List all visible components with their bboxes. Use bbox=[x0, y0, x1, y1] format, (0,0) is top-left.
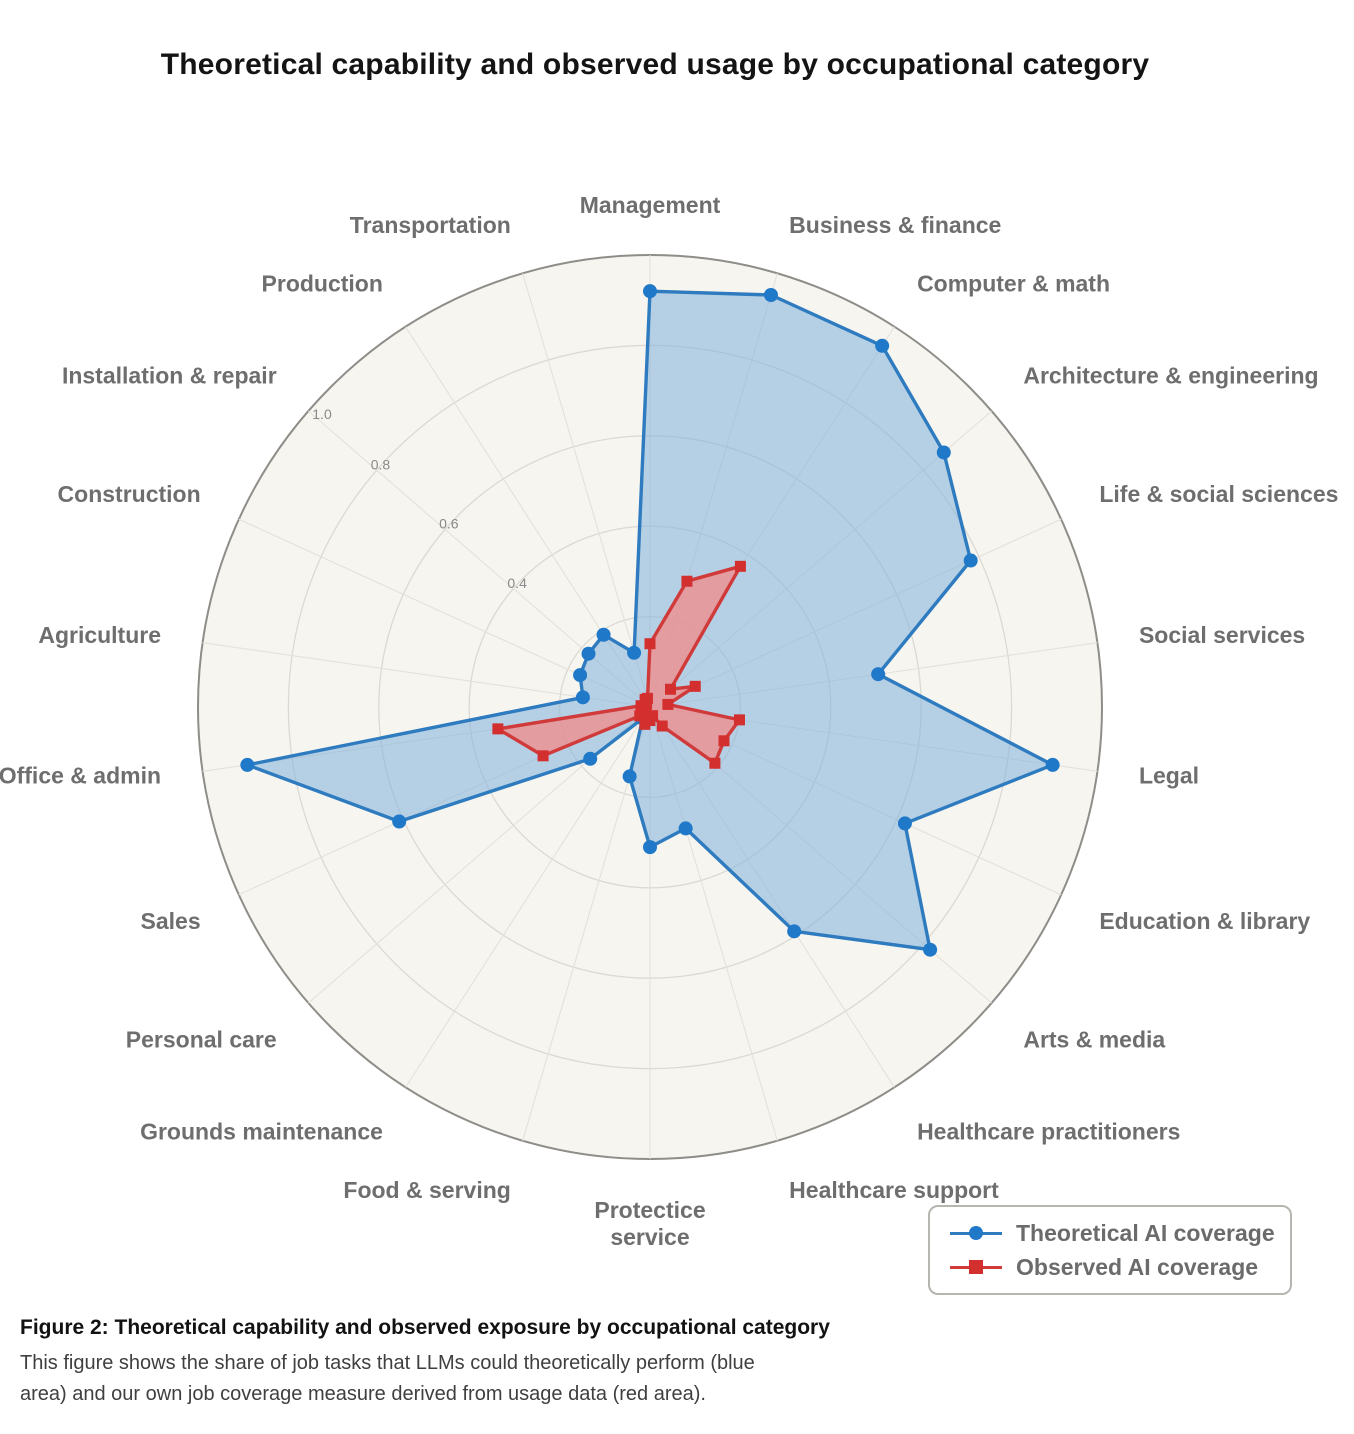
legend-item-theoretical: Theoretical AI coverage bbox=[950, 1220, 1290, 1247]
axis-label-social-services: Social services bbox=[1139, 622, 1305, 648]
data-point-theoretical-ai-coverage-architecture-engineering bbox=[936, 445, 951, 460]
observed-series-swatch-icon bbox=[950, 1259, 1002, 1275]
caption-bold-line: Figure 2: Theoretical capability and obs… bbox=[20, 1316, 830, 1339]
data-point-observed-ai-coverage-architecture-engineering bbox=[664, 683, 676, 695]
legend-item-observed: Observed AI coverage bbox=[950, 1254, 1290, 1281]
data-point-theoretical-ai-coverage-sales bbox=[392, 814, 407, 829]
data-point-theoretical-ai-coverage-business-finance bbox=[763, 287, 778, 302]
axis-label-architecture-engineering: Architecture & engineering bbox=[1023, 362, 1318, 388]
data-point-observed-ai-coverage-legal bbox=[733, 714, 745, 726]
chart-title: Theoretical capability and observed usag… bbox=[160, 48, 1150, 81]
axis-label-arts-media: Arts & media bbox=[1023, 1026, 1165, 1052]
radial-tick-label-0.8: 0.8 bbox=[371, 456, 391, 472]
axis-label-education-library: Education & library bbox=[1099, 908, 1310, 934]
data-point-theoretical-ai-coverage-production bbox=[596, 627, 611, 642]
axis-label-construction: Construction bbox=[58, 481, 201, 507]
theoretical-series-swatch-icon bbox=[950, 1225, 1002, 1241]
data-point-observed-ai-coverage-personal-care bbox=[634, 710, 646, 722]
axis-label-transportation: Transportation bbox=[350, 212, 511, 238]
data-point-theoretical-ai-coverage-arts-media bbox=[923, 942, 938, 957]
data-point-observed-ai-coverage-sales bbox=[537, 750, 549, 762]
grid-spoke bbox=[405, 706, 651, 1088]
figure-caption: Figure 2: Theoretical capability and obs… bbox=[20, 1316, 920, 1410]
axis-label-protectice-service: Protectice service bbox=[594, 1197, 705, 1250]
data-point-observed-ai-coverage-social-services bbox=[662, 698, 674, 710]
radial-tick-label-0.6: 0.6 bbox=[439, 516, 459, 532]
data-point-theoretical-ai-coverage-legal bbox=[1045, 757, 1060, 772]
data-point-theoretical-ai-coverage-food-serving bbox=[622, 769, 637, 784]
data-point-theoretical-ai-coverage-social-services bbox=[871, 667, 886, 682]
data-point-theoretical-ai-coverage-transportation bbox=[627, 645, 642, 660]
data-point-theoretical-ai-coverage-office-admin bbox=[240, 757, 255, 772]
axis-label-management: Management bbox=[580, 192, 721, 218]
data-point-observed-ai-coverage-healthcare-practitioners bbox=[656, 720, 668, 732]
data-point-theoretical-ai-coverage-agriculture bbox=[575, 690, 590, 705]
radial-tick-label-1.0: 1.0 bbox=[312, 406, 332, 422]
axis-label-life-social-sciences: Life & social sciences bbox=[1099, 481, 1338, 507]
axis-label-computer-math: Computer & math bbox=[917, 270, 1110, 296]
data-point-theoretical-ai-coverage-life-social-sciences bbox=[963, 553, 978, 568]
data-point-theoretical-ai-coverage-construction bbox=[573, 668, 588, 683]
radial-tick-label-0.4: 0.4 bbox=[507, 575, 527, 591]
data-point-observed-ai-coverage-business-finance bbox=[681, 575, 693, 587]
grid-spoke bbox=[522, 273, 651, 708]
caption-line-1: This figure shows the share of job tasks… bbox=[20, 1352, 755, 1374]
axis-label-installation-repair: Installation & repair bbox=[62, 362, 277, 388]
data-point-observed-ai-coverage-management bbox=[644, 638, 656, 650]
axis-label-personal-care: Personal care bbox=[126, 1026, 277, 1052]
legend-label-observed: Observed AI coverage bbox=[1016, 1253, 1259, 1280]
axis-label-agriculture: Agriculture bbox=[38, 622, 161, 648]
data-point-observed-ai-coverage-computer-math bbox=[734, 560, 746, 572]
grid-spoke bbox=[202, 642, 651, 708]
data-point-observed-ai-coverage-transportation bbox=[641, 692, 653, 704]
data-point-theoretical-ai-coverage-healthcare-support bbox=[678, 821, 693, 836]
data-point-observed-ai-coverage-life-social-sciences bbox=[689, 680, 701, 692]
axis-label-food-serving: Food & serving bbox=[343, 1177, 510, 1203]
data-point-observed-ai-coverage-arts-media bbox=[709, 757, 721, 769]
data-point-theoretical-ai-coverage-healthcare-practitioners bbox=[787, 924, 802, 939]
axis-label-office-admin: Office & admin bbox=[0, 762, 161, 788]
axis-label-production: Production bbox=[262, 270, 383, 296]
data-point-theoretical-ai-coverage-management bbox=[643, 284, 657, 299]
axis-label-sales: Sales bbox=[141, 908, 201, 934]
axis-label-healthcare-practitioners: Healthcare practitioners bbox=[917, 1118, 1180, 1144]
data-point-observed-ai-coverage-food-serving bbox=[639, 718, 651, 730]
legend-label-theoretical: Theoretical AI coverage bbox=[1016, 1219, 1275, 1246]
axis-label-legal: Legal bbox=[1139, 762, 1199, 788]
data-point-observed-ai-coverage-education-library bbox=[718, 735, 730, 747]
data-point-theoretical-ai-coverage-protectice-service bbox=[643, 840, 657, 855]
axis-label-business-finance: Business & finance bbox=[789, 212, 1001, 238]
chart-legend: Theoretical AI coverage Observed AI cove… bbox=[928, 1205, 1292, 1295]
caption-line-2: area) and our own job coverage measure d… bbox=[20, 1383, 706, 1405]
data-point-observed-ai-coverage-office-admin bbox=[492, 723, 504, 735]
data-point-theoretical-ai-coverage-personal-care bbox=[583, 751, 598, 766]
data-point-theoretical-ai-coverage-computer-math bbox=[875, 338, 890, 353]
data-point-theoretical-ai-coverage-education-library bbox=[897, 816, 912, 831]
axis-label-healthcare-support: Healthcare support bbox=[789, 1177, 999, 1203]
data-point-theoretical-ai-coverage-installation-repair bbox=[581, 646, 596, 661]
axis-label-grounds-maintenance: Grounds maintenance bbox=[140, 1118, 383, 1144]
